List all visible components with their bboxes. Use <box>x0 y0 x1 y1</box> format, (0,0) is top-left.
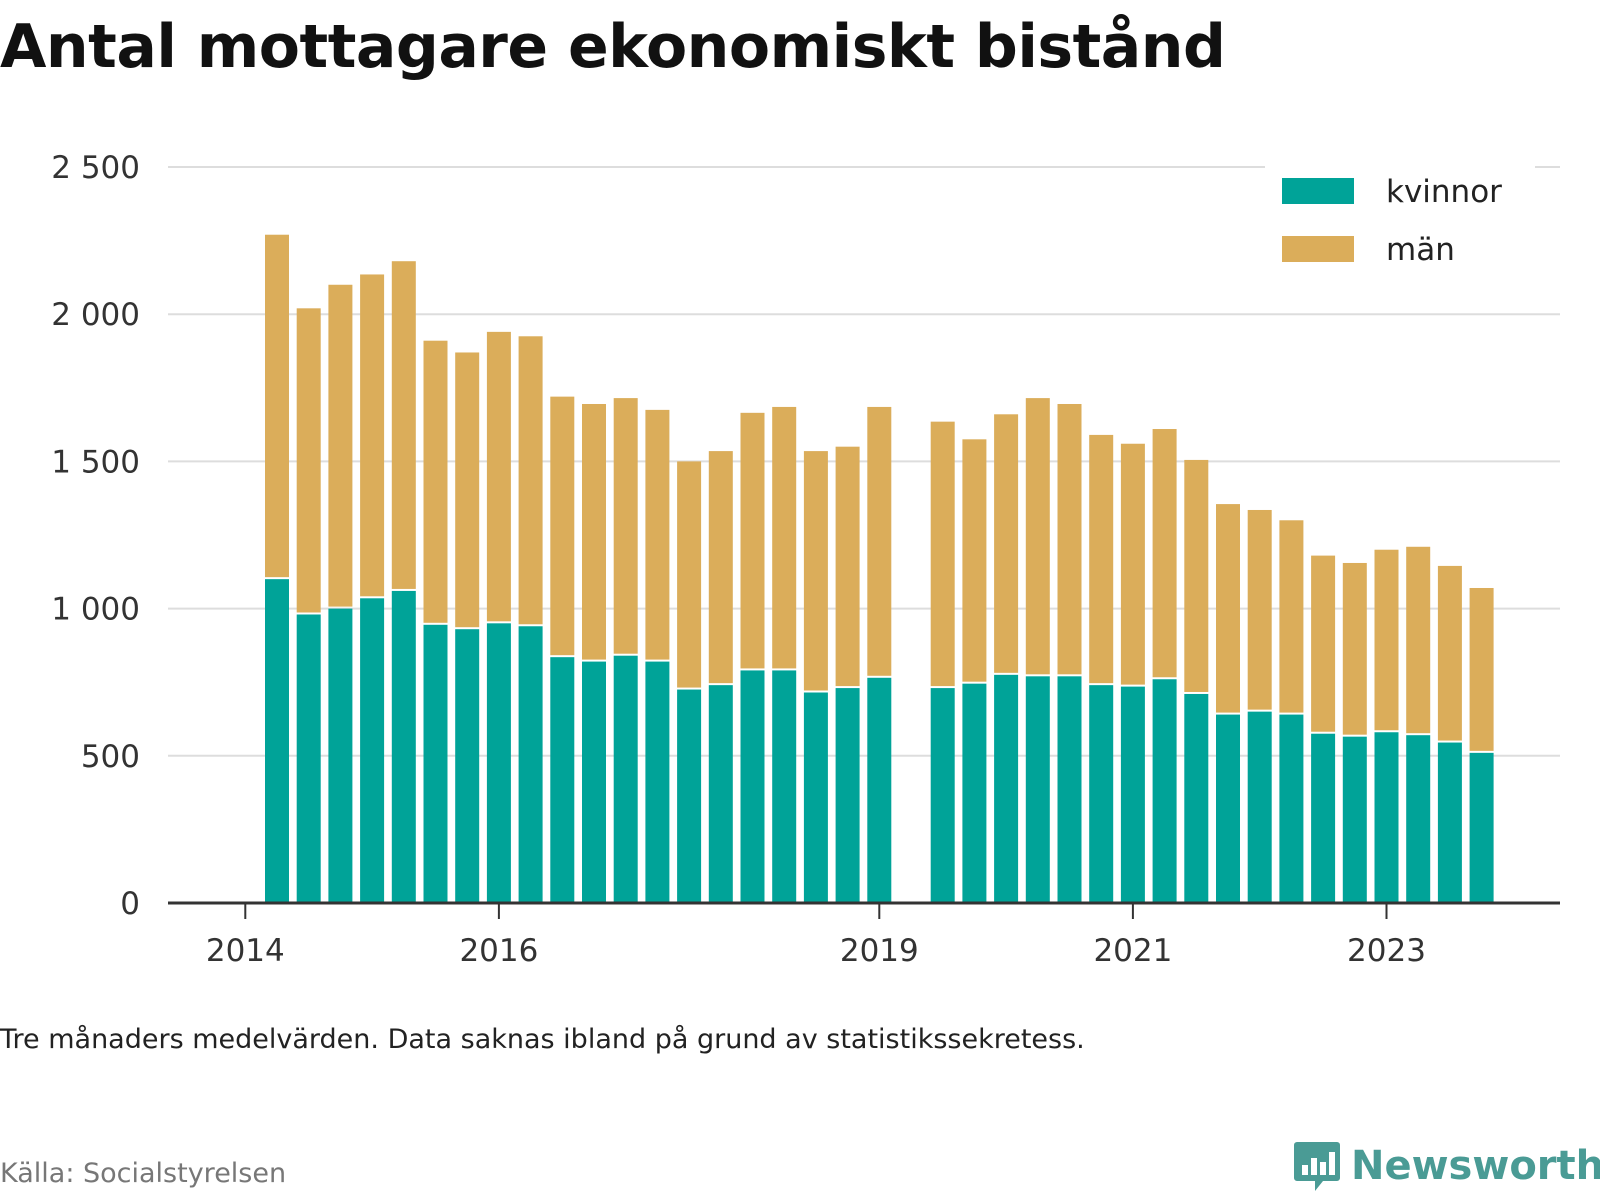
bar-kvinnor <box>1311 733 1336 903</box>
bar-kvinnor <box>455 629 480 903</box>
bar-kvinnor <box>360 598 385 903</box>
bar-man <box>708 451 733 684</box>
bar-man <box>328 284 353 607</box>
bar-man <box>962 439 987 682</box>
bar-man <box>1216 504 1240 713</box>
bar-kvinnor <box>265 579 289 903</box>
bar-kvinnor <box>1437 742 1462 903</box>
bar-man <box>740 412 765 669</box>
y-tick-label: 2 000 <box>51 297 140 333</box>
bar-kvinnor <box>1374 732 1399 903</box>
bar-man <box>613 398 638 654</box>
bar-man <box>1152 429 1177 678</box>
bar-man <box>1279 520 1304 713</box>
legend-label: kvinnor <box>1386 174 1502 210</box>
bar-man <box>423 340 448 623</box>
bar-man <box>1469 587 1494 751</box>
bar-kvinnor <box>423 624 448 903</box>
bar-kvinnor <box>994 674 1019 903</box>
legend-swatch-kvinnor <box>1282 178 1354 204</box>
bar-man <box>930 421 955 687</box>
bar-kvinnor <box>930 688 955 903</box>
bar-man <box>1057 403 1082 675</box>
bar-man <box>265 234 289 578</box>
bar-kvinnor <box>1469 752 1494 903</box>
bar-man <box>1311 555 1336 732</box>
bar-kvinnor <box>772 670 797 903</box>
bar-kvinnor <box>1342 736 1367 903</box>
y-tick-label: 0 <box>120 886 140 922</box>
legend-label: män <box>1386 232 1455 268</box>
bar-man <box>582 403 606 660</box>
bar-man <box>803 451 828 691</box>
source-label: Källa: Socialstyrelsen <box>0 1158 287 1189</box>
bar-man <box>994 414 1019 673</box>
bar-man <box>1025 398 1050 675</box>
y-tick-label: 2 500 <box>51 150 140 186</box>
bar-kvinnor <box>518 626 543 903</box>
bar-kvinnor <box>486 623 511 903</box>
bar-kvinnor <box>391 590 416 903</box>
bar-kvinnor <box>835 688 860 903</box>
bar-kvinnor <box>1406 735 1431 903</box>
bar-kvinnor <box>677 689 702 903</box>
bar-kvinnor <box>550 657 575 903</box>
bar-man <box>1406 546 1431 734</box>
bar-kvinnor <box>1152 679 1177 903</box>
bar-kvinnor <box>1279 714 1304 903</box>
bar-man <box>772 406 797 669</box>
bar-kvinnor <box>1089 685 1114 903</box>
newsworthy-icon <box>1294 1142 1340 1191</box>
bar-man <box>835 446 860 687</box>
brand-logo: Newsworthy <box>1293 1140 1600 1192</box>
bar-man <box>1342 562 1367 735</box>
bar-kvinnor <box>1247 711 1272 903</box>
y-tick-label: 500 <box>81 739 140 775</box>
bar-man <box>1089 434 1114 684</box>
bar-kvinnor <box>1216 714 1240 903</box>
bar-kvinnor <box>296 614 321 903</box>
bar-man <box>1184 459 1209 692</box>
x-tick-label: 2019 <box>840 933 919 969</box>
y-tick-label: 1 000 <box>51 592 140 628</box>
bar-man <box>518 336 543 625</box>
x-tick-label: 2021 <box>1093 933 1172 969</box>
bar-kvinnor <box>1057 676 1082 903</box>
bar-kvinnor <box>1120 686 1145 903</box>
bar-man <box>360 274 385 597</box>
bar-kvinnor <box>962 683 987 903</box>
chart-title: Antal mottagare ekonomiskt bistånd <box>0 12 1226 82</box>
bar-kvinnor <box>613 655 638 903</box>
bar-kvinnor <box>803 692 828 903</box>
bar-man <box>1120 443 1145 685</box>
bar-man <box>391 261 416 589</box>
bar-kvinnor <box>867 677 892 903</box>
bar-man <box>550 396 575 656</box>
bar-man <box>486 331 511 622</box>
bar-kvinnor <box>582 661 606 903</box>
bar-kvinnor <box>328 608 353 903</box>
legend-swatch-man <box>1282 236 1354 262</box>
y-tick-label: 1 500 <box>51 444 140 480</box>
bar-kvinnor <box>1184 693 1209 903</box>
x-tick-label: 2023 <box>1347 933 1426 969</box>
bar-kvinnor <box>1025 676 1050 903</box>
bar-man <box>1437 565 1462 741</box>
bar-man <box>455 352 480 628</box>
chart-note: Tre månaders medelvärden. Data saknas ib… <box>0 1024 1085 1055</box>
bar-man <box>677 461 702 688</box>
bar-man <box>867 406 892 676</box>
bar-man <box>296 308 321 613</box>
x-tick-label: 2014 <box>206 933 285 969</box>
bar-man <box>1247 509 1272 710</box>
bar-kvinnor <box>645 661 670 903</box>
bar-man <box>1374 549 1399 731</box>
bar-kvinnor <box>740 670 765 903</box>
brand-name: Newsworthy <box>1351 1143 1600 1189</box>
x-tick-label: 2016 <box>459 933 538 969</box>
bar-chart: 0 500 1 000 1 500 2 000 2 500 2014 2016 2019 2021… <box>51 150 1560 969</box>
bar-man <box>645 409 670 660</box>
bar-kvinnor <box>708 685 733 903</box>
